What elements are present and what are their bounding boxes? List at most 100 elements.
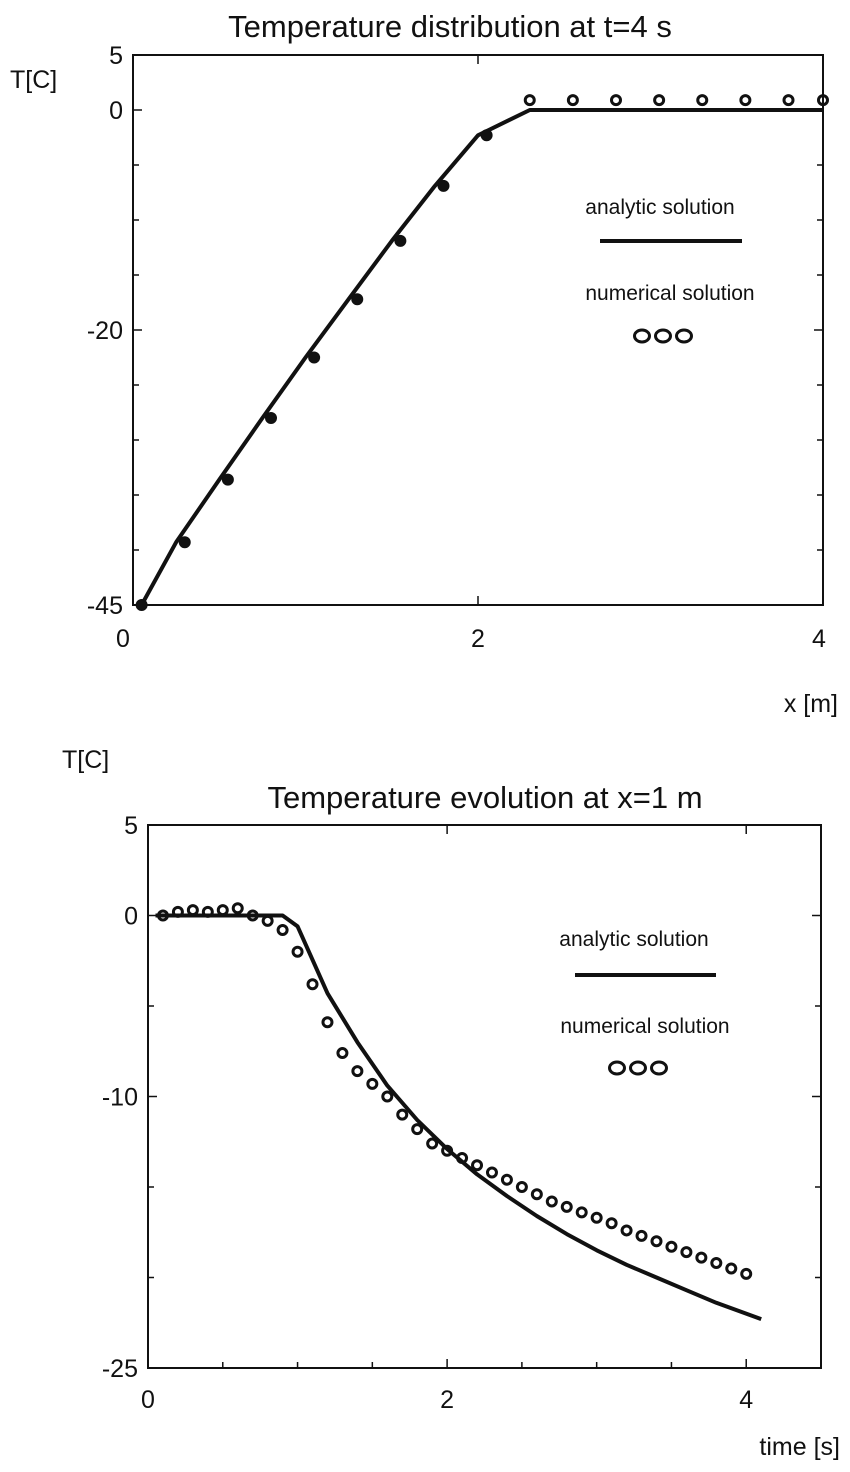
data-point [276, 923, 289, 936]
data-point [308, 351, 321, 364]
data-point [261, 914, 274, 927]
legend-numerical-markers [608, 1060, 668, 1076]
marks-group [155, 902, 762, 1321]
x-axis-label: time [s] [759, 1433, 840, 1461]
data-point [782, 94, 795, 107]
data-point [739, 94, 752, 107]
data-point [396, 1108, 409, 1121]
data-point [291, 945, 304, 958]
y-tick-label: 0 [124, 903, 138, 931]
legend-analytic-label: analytic solution [585, 196, 734, 219]
data-point [231, 902, 244, 915]
data-point [156, 909, 169, 922]
y-axis-label: T[C] [10, 66, 57, 94]
legend-marker [608, 1060, 626, 1076]
y-tick-label: 5 [124, 812, 138, 840]
marks-group [135, 94, 829, 611]
legend-numerical-label: numerical solution [560, 1015, 729, 1038]
legend-marker [675, 328, 693, 344]
data-point [653, 94, 666, 107]
data-point [817, 94, 829, 107]
x-tick-label: 4 [812, 625, 826, 653]
chart-temperature-evolution: Temperature evolution at x=1 m T[C] time… [62, 746, 840, 1461]
analytic-line [155, 913, 762, 1321]
data-point [635, 1229, 648, 1242]
chart-title: Temperature distribution at t=4 s [228, 9, 672, 44]
data-point [590, 1211, 603, 1224]
ticks-group: 50-10-250 2 4 [102, 812, 821, 1414]
data-point [695, 1251, 708, 1264]
data-point [560, 1200, 573, 1213]
data-point [620, 1224, 633, 1237]
legend: analytic solution numerical solution [585, 196, 755, 344]
data-point [566, 94, 579, 107]
legend: analytic solution numerical solution [559, 928, 730, 1076]
x-axis-label: x [m] [784, 690, 838, 718]
legend-marker [629, 1060, 647, 1076]
legend-analytic-label: analytic solution [559, 928, 708, 951]
ticks-group: 5 0 -20 -45 0 2 4 [87, 42, 826, 653]
data-point [201, 905, 214, 918]
data-point [216, 904, 229, 917]
y-tick-label: -25 [102, 1355, 138, 1383]
data-point [710, 1257, 723, 1270]
legend-marker [650, 1060, 668, 1076]
data-point [351, 1065, 364, 1078]
legend-numerical-markers [633, 328, 693, 344]
data-point [306, 978, 319, 991]
legend-numerical-label: numerical solution [585, 282, 754, 305]
data-point [366, 1077, 379, 1090]
data-point [441, 1144, 454, 1157]
data-point [480, 129, 493, 142]
data-point [186, 904, 199, 917]
data-point [351, 293, 364, 306]
data-point [171, 905, 184, 918]
data-point [221, 473, 234, 486]
data-point [411, 1123, 424, 1136]
data-point [265, 412, 277, 424]
data-point [605, 1217, 618, 1230]
x-tick-label: 0 [116, 625, 130, 653]
y-tick-label: -20 [87, 317, 123, 345]
data-point [725, 1262, 738, 1275]
data-point [381, 1090, 394, 1103]
data-point [545, 1195, 558, 1208]
x-tick-label: 4 [739, 1386, 753, 1414]
data-point [523, 94, 536, 107]
x-tick-label: 0 [141, 1386, 155, 1414]
data-point [246, 909, 259, 922]
data-point [485, 1166, 498, 1179]
y-tick-label: -10 [102, 1084, 138, 1112]
plot-frame [147, 824, 822, 1369]
data-point [680, 1246, 693, 1259]
data-point [740, 1267, 753, 1280]
legend-marker [633, 328, 651, 344]
data-point [321, 1016, 334, 1029]
analytic-line [139, 108, 823, 606]
data-point [471, 1159, 484, 1172]
x-tick-label: 2 [440, 1386, 454, 1414]
x-tick-label: 2 [471, 625, 485, 653]
chart-temperature-distribution: Temperature distribution at t=4 s T[C] x… [10, 9, 838, 718]
data-point [426, 1137, 439, 1150]
y-tick-label: 5 [109, 42, 123, 70]
data-point [650, 1235, 663, 1248]
y-tick-label: -45 [87, 592, 123, 620]
data-point [456, 1152, 469, 1165]
data-point [135, 599, 148, 611]
data-point [575, 1206, 588, 1219]
y-tick-label: 0 [109, 97, 123, 125]
data-point [437, 179, 450, 192]
legend-marker [654, 328, 672, 344]
data-point [530, 1188, 543, 1201]
data-point [665, 1240, 678, 1253]
data-point [696, 94, 709, 107]
data-point [394, 234, 407, 247]
data-point [178, 536, 191, 549]
data-point [610, 94, 622, 107]
data-point [500, 1173, 513, 1186]
data-point [515, 1181, 528, 1193]
data-point [336, 1047, 349, 1060]
y-axis-label: T[C] [62, 746, 109, 774]
